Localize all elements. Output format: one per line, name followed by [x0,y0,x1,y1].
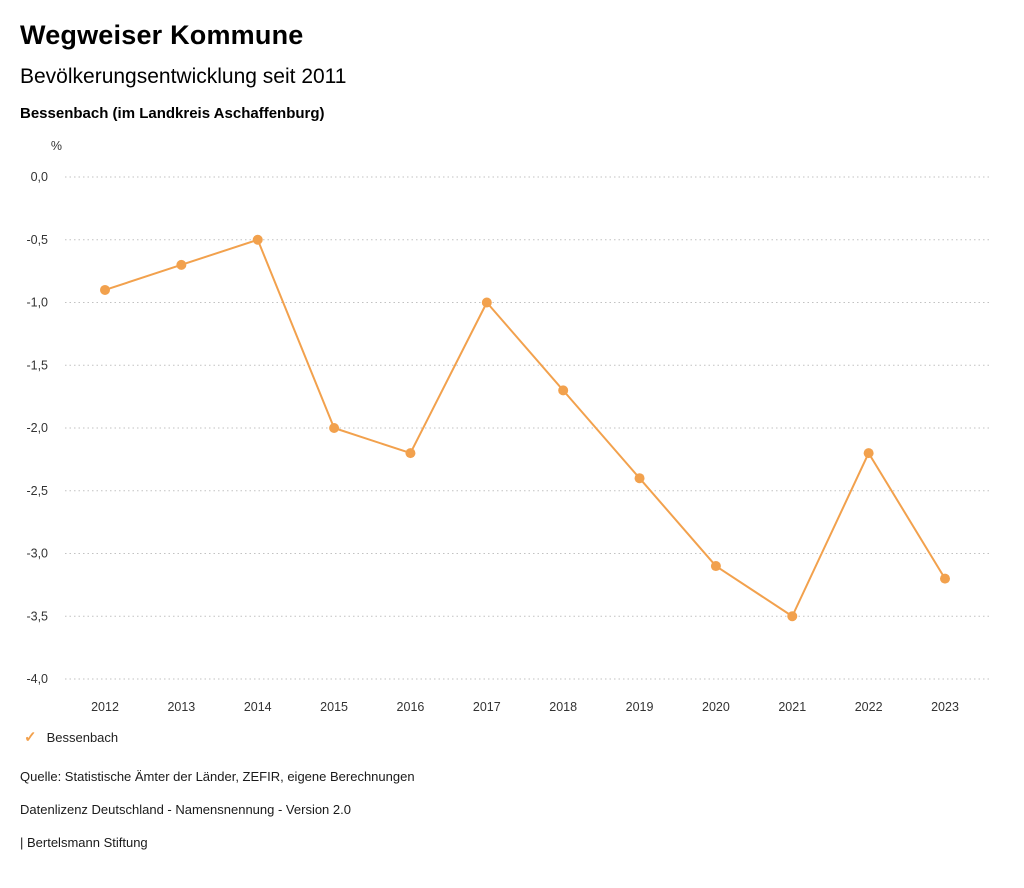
y-tick-label: -0,5 [26,233,48,247]
x-tick-label: 2014 [244,700,272,714]
y-tick-label: -2,5 [26,484,48,498]
x-tick-label: 2012 [91,700,119,714]
legend: ✓ Bessenbach [0,730,1024,745]
data-point[interactable] [329,423,340,433]
attribution-text: | Bertelsmann Stiftung [20,835,148,850]
data-point[interactable] [481,297,492,308]
legend-item-bessenbach[interactable]: Bessenbach [46,730,119,745]
y-axis-unit-label: % [51,139,62,153]
data-point[interactable] [940,573,950,584]
line-chart: % 0,0 -0,5 -1,0 -1,5 -2,0 -2,5 -3,0 -3,5 -4,0 2012… [0,122,1024,722]
footer: Quelle: Statistische Ämter der Länder, Z… [0,769,1024,850]
y-tick-label: -1,0 [26,296,48,310]
y-tick-label: -1,5 [26,358,48,372]
y-tick-label: 0,0 [31,170,48,184]
data-point[interactable] [634,473,645,484]
y-tick-label: -3,5 [26,609,48,623]
chart-location: Bessenbach (im Landkreis Aschaffenburg) [20,105,325,122]
data-point[interactable] [100,284,110,295]
data-point[interactable] [710,561,721,572]
x-tick-label: 2022 [855,700,883,714]
x-tick-label: 2020 [702,700,730,714]
data-point[interactable] [176,259,187,270]
x-tick-label: 2017 [473,700,501,714]
data-point[interactable] [558,385,569,396]
data-point[interactable] [863,448,874,459]
data-point[interactable] [787,611,798,622]
check-icon[interactable]: ✓ [24,729,37,746]
y-tick-label: -3,0 [26,547,48,561]
y-tick-label: -2,0 [26,421,48,435]
x-tick-label: 2013 [167,700,195,714]
source-text: Quelle: Statistische Ämter der Länder, Z… [20,769,415,784]
page-title: Wegweiser Kommune [20,20,304,50]
license-text: Datenlizenz Deutschland - Namensnennung … [20,802,351,817]
data-point[interactable] [252,234,263,245]
data-point[interactable] [405,448,416,459]
y-tick-label: -4,0 [26,672,48,686]
chart-canvas: % 0,0 -0,5 -1,0 -1,5 -2,0 -2,5 -3,0 -3,5 -4,0 2012… [26,139,990,714]
x-tick-label: 2015 [320,700,348,714]
x-tick-label: 2023 [931,700,959,714]
x-tick-label: 2021 [778,700,806,714]
trend-line [104,238,946,618]
chart-subtitle: Bevölkerungsentwicklung seit 2011 [20,65,347,88]
x-tick-label: 2016 [397,700,425,714]
x-tick-label: 2019 [626,700,654,714]
x-tick-label: 2018 [549,700,577,714]
header: Wegweiser Kommune Bevölkerungsentwicklun… [0,0,1024,122]
